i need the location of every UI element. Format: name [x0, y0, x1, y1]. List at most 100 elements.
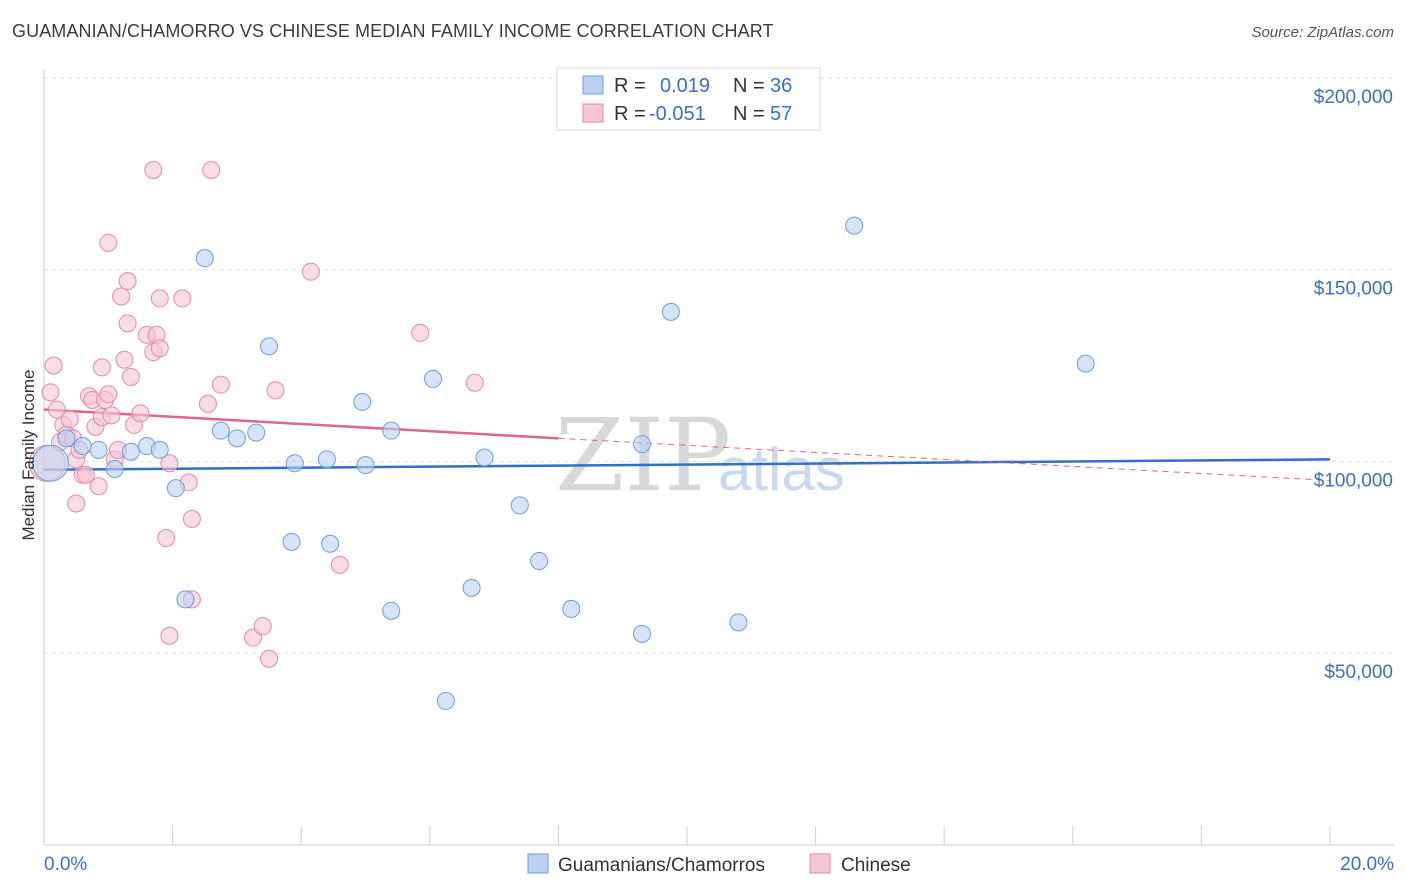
bottom-swatch-guamanian [527, 853, 549, 874]
point-chinese-37 [150, 289, 169, 308]
point-guamanian-26 [475, 448, 494, 467]
point-guamanian-35 [1076, 354, 1095, 373]
point-guamanian-12 [227, 429, 246, 448]
stats-legend: R = 0.019 N = 36 R = -0.051 N = 57 [556, 67, 821, 131]
point-chinese-32 [131, 404, 150, 423]
point-guamanian-29 [562, 599, 581, 618]
point-guamanian-32 [661, 302, 680, 321]
point-guamanian-33 [729, 613, 748, 632]
point-chinese-1 [41, 383, 60, 402]
trend-line-chinese-extension [558, 437, 1331, 481]
data-points [28, 161, 1095, 710]
point-guamanian-24 [436, 691, 455, 710]
y-axis-title: Median Family Income [19, 369, 38, 540]
legend-r-label-1: R = [614, 75, 646, 97]
point-chinese-29 [118, 314, 137, 333]
trend-line-chinese [43, 408, 559, 440]
point-guamanian-2 [73, 437, 92, 455]
point-guamanian-14 [260, 337, 279, 356]
point-chinese-52 [266, 381, 285, 400]
grid-lines [44, 77, 1394, 654]
point-chinese-55 [411, 323, 430, 342]
point-guamanian-15 [282, 532, 301, 551]
series-legend: Guamanians/Chamorros Chinese [527, 853, 911, 876]
legend-n-value-2: 57 [770, 103, 792, 125]
legend-r-value-1: 0.019 [660, 75, 710, 97]
point-chinese-41 [160, 626, 179, 645]
point-chinese-17 [89, 477, 108, 496]
point-guamanian-10 [195, 249, 214, 268]
point-guamanian-5 [121, 442, 140, 461]
legend-n-label-1: N = [733, 75, 765, 97]
point-chinese-51 [260, 649, 279, 668]
point-chinese-26 [112, 287, 131, 306]
point-chinese-50 [253, 617, 272, 636]
legend-r-value-2: -0.051 [649, 103, 706, 125]
y-tick-label-3: $200,000 [1314, 87, 1393, 108]
point-chinese-36 [144, 161, 163, 179]
point-chinese-28 [118, 272, 137, 291]
point-chinese-54 [330, 555, 349, 574]
point-guamanian-18 [321, 534, 340, 553]
point-guamanian-7 [150, 440, 169, 459]
bottom-legend-chinese: Chinese [841, 855, 911, 876]
trend-lines [43, 408, 1331, 481]
point-chinese-56 [465, 373, 484, 392]
point-guamanian-4 [105, 460, 124, 478]
point-guamanian-3 [89, 440, 108, 459]
point-guamanian-0 [31, 444, 69, 482]
point-guamanian-9 [176, 590, 195, 609]
point-guamanian-1 [57, 429, 76, 448]
point-chinese-48 [211, 375, 230, 394]
point-chinese-23 [102, 406, 121, 425]
point-guamanian-11 [211, 421, 230, 440]
point-chinese-22 [99, 233, 118, 252]
point-chinese-39 [157, 529, 176, 547]
point-chinese-42 [173, 289, 192, 308]
point-guamanian-16 [285, 454, 304, 473]
point-chinese-13 [76, 465, 95, 484]
y-tick-label-2: $150,000 [1314, 279, 1393, 300]
point-chinese-3 [47, 400, 66, 419]
y-tick-labels: $50,000 $100,000 $150,000 $200,000 [1314, 87, 1393, 683]
y-tick-label-0: $50,000 [1324, 662, 1393, 683]
point-guamanian-30 [632, 624, 651, 643]
point-guamanian-20 [356, 456, 375, 475]
point-chinese-38 [150, 339, 169, 358]
point-guamanian-34 [845, 216, 864, 235]
point-guamanian-21 [382, 421, 401, 440]
point-chinese-53 [301, 262, 320, 281]
point-guamanian-28 [530, 552, 549, 570]
legend-n-label-2: N = [733, 103, 765, 125]
point-chinese-11 [67, 494, 86, 513]
point-guamanian-8 [166, 479, 185, 498]
watermark-atlas: atlas [718, 436, 845, 503]
legend-swatch-guamanian [582, 75, 604, 95]
bottom-legend-guamanian: Guamanians/Chamorros [558, 855, 765, 876]
point-chinese-20 [99, 385, 118, 404]
point-guamanian-13 [247, 423, 266, 442]
point-chinese-2 [44, 356, 63, 375]
point-guamanian-31 [632, 435, 651, 454]
y-tick-label-1: $100,000 [1314, 470, 1393, 491]
point-guamanian-22 [382, 601, 401, 620]
point-guamanian-23 [424, 369, 443, 388]
x-tick-labels: 0.0% 20.0% [44, 854, 1394, 875]
point-chinese-47 [202, 161, 221, 179]
point-guamanian-27 [510, 496, 529, 515]
point-chinese-27 [115, 350, 134, 369]
point-chinese-30 [121, 368, 140, 386]
legend-n-value-1: 36 [770, 75, 792, 97]
source-label: Source: ZipAtlas.com [1251, 24, 1394, 41]
point-chinese-44 [182, 509, 201, 528]
legend-swatch-chinese [582, 103, 604, 123]
point-guamanian-19 [353, 392, 372, 411]
point-guamanian-17 [317, 450, 336, 469]
point-chinese-40 [160, 454, 179, 473]
watermark-zip: ZIP [555, 397, 731, 514]
point-chinese-7 [60, 410, 79, 429]
point-chinese-21 [92, 358, 111, 377]
point-chinese-49 [243, 628, 262, 647]
trend-line-guamanian [43, 458, 1331, 472]
